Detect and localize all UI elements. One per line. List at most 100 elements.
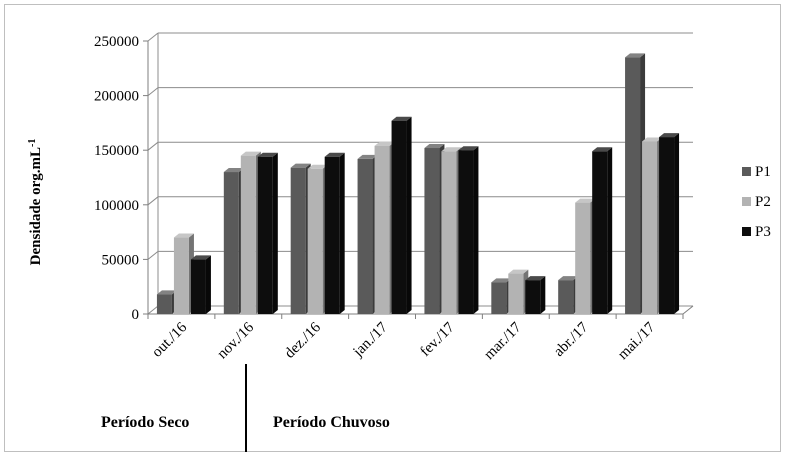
gridline-depth	[147, 251, 159, 260]
x-tick-label: fev./17	[417, 319, 458, 360]
bar-side	[607, 147, 613, 314]
bar-front	[307, 168, 323, 314]
bar-top	[441, 147, 462, 152]
bar-front	[525, 280, 541, 314]
bar-P3-2	[324, 152, 345, 314]
bar-top	[642, 137, 663, 142]
bar-top	[525, 276, 546, 281]
legend-swatch-P2	[742, 197, 751, 206]
legend: P1 P2 P3	[742, 164, 771, 240]
bar-front	[223, 172, 239, 314]
y-tick-label: 150000	[94, 143, 139, 159]
floor-right-edge	[682, 305, 694, 315]
gridline-depth	[147, 32, 159, 42]
bar-top	[508, 269, 529, 274]
bar-P3-5	[525, 276, 546, 314]
y-tick-label: 250000	[94, 34, 139, 50]
legend-swatch-P1	[742, 167, 751, 176]
legend-label-P1: P1	[755, 164, 771, 180]
bar-front	[391, 120, 407, 314]
bar-front	[659, 137, 675, 314]
bar-side	[339, 152, 345, 314]
bar-front	[173, 237, 189, 314]
bar-side	[406, 116, 412, 314]
bar-front	[374, 145, 390, 314]
bar-front	[592, 151, 608, 314]
x-tick-label: mar./17	[481, 319, 525, 363]
bar-top	[458, 146, 479, 151]
bar-top	[173, 233, 194, 238]
gridline-depth	[147, 87, 159, 96]
bar-top	[156, 290, 177, 295]
gridline-depth	[147, 305, 159, 315]
bar-P3-6	[592, 147, 613, 314]
bar-side	[540, 276, 546, 314]
period-label-seco: Período Seco	[101, 414, 189, 431]
legend-label-P2: P2	[755, 194, 771, 210]
bar-front	[441, 151, 457, 314]
bar-top	[659, 133, 680, 138]
bar-P3-0	[190, 255, 211, 314]
legend-label-P3: P3	[755, 224, 771, 240]
bar-P3-1	[257, 152, 278, 314]
bar-top	[290, 163, 311, 168]
y-tick-label: 50000	[102, 252, 140, 268]
bar-front	[357, 158, 373, 314]
bar-top	[491, 278, 512, 283]
bar-front	[508, 273, 524, 314]
bar-front	[240, 155, 256, 314]
bar-top	[625, 53, 646, 58]
x-tick-label: jan./17	[350, 319, 392, 361]
bar-top	[374, 141, 395, 146]
y-axis-title-superscript: -1	[27, 139, 38, 147]
bar-top	[257, 152, 278, 157]
bar-front	[575, 202, 591, 314]
y-tick-label: 200000	[94, 89, 139, 105]
x-tick-label: nov./16	[214, 319, 257, 362]
legend-swatch-P3	[742, 227, 751, 236]
bar-front	[257, 156, 273, 314]
x-tick-label: mai./17	[615, 319, 659, 363]
bar-top	[575, 198, 596, 203]
y-tick-label: 0	[132, 307, 140, 323]
bar-top	[324, 152, 345, 157]
y-axis-title-main: Densidade org.mL	[28, 147, 44, 265]
bar-front	[290, 167, 306, 314]
bar-front	[190, 259, 206, 314]
period-label-chuvoso: Período Chuvoso	[273, 414, 390, 431]
bar-top	[424, 144, 445, 149]
bar-P3-3	[391, 116, 412, 314]
bar-front	[642, 141, 658, 314]
bar-side	[272, 152, 278, 314]
y-axis-title: Densidade org.mL-1	[27, 139, 45, 266]
x-tick-label: dez./16	[282, 319, 325, 362]
bar-top	[240, 151, 261, 156]
bar-top	[592, 147, 613, 152]
bars	[156, 53, 680, 314]
bar-P3-7	[659, 133, 680, 314]
y-tick-label: 100000	[94, 198, 139, 214]
bar-top	[558, 276, 579, 281]
bar-front	[625, 57, 641, 314]
bar-P3-4	[458, 146, 479, 314]
bar-top	[190, 255, 211, 260]
bar-side	[473, 146, 479, 314]
x-tick-label: out./16	[149, 319, 190, 360]
x-tick-label: abr./17	[551, 319, 592, 360]
bar-top	[307, 164, 328, 169]
bar-side	[205, 255, 211, 314]
gridline-depth	[147, 141, 159, 151]
bar-front	[156, 294, 172, 314]
gridline-depth	[147, 196, 159, 206]
bar-front	[558, 280, 574, 314]
period-annotations: Período Seco Período Chuvoso	[101, 364, 390, 452]
bar-top	[391, 116, 412, 121]
bar-front	[458, 150, 474, 314]
bar-front	[324, 156, 340, 314]
bar-top	[357, 154, 378, 159]
bar-side	[674, 133, 680, 314]
bar-top	[223, 168, 244, 173]
bar-front	[424, 148, 440, 314]
bar-front	[491, 282, 507, 314]
